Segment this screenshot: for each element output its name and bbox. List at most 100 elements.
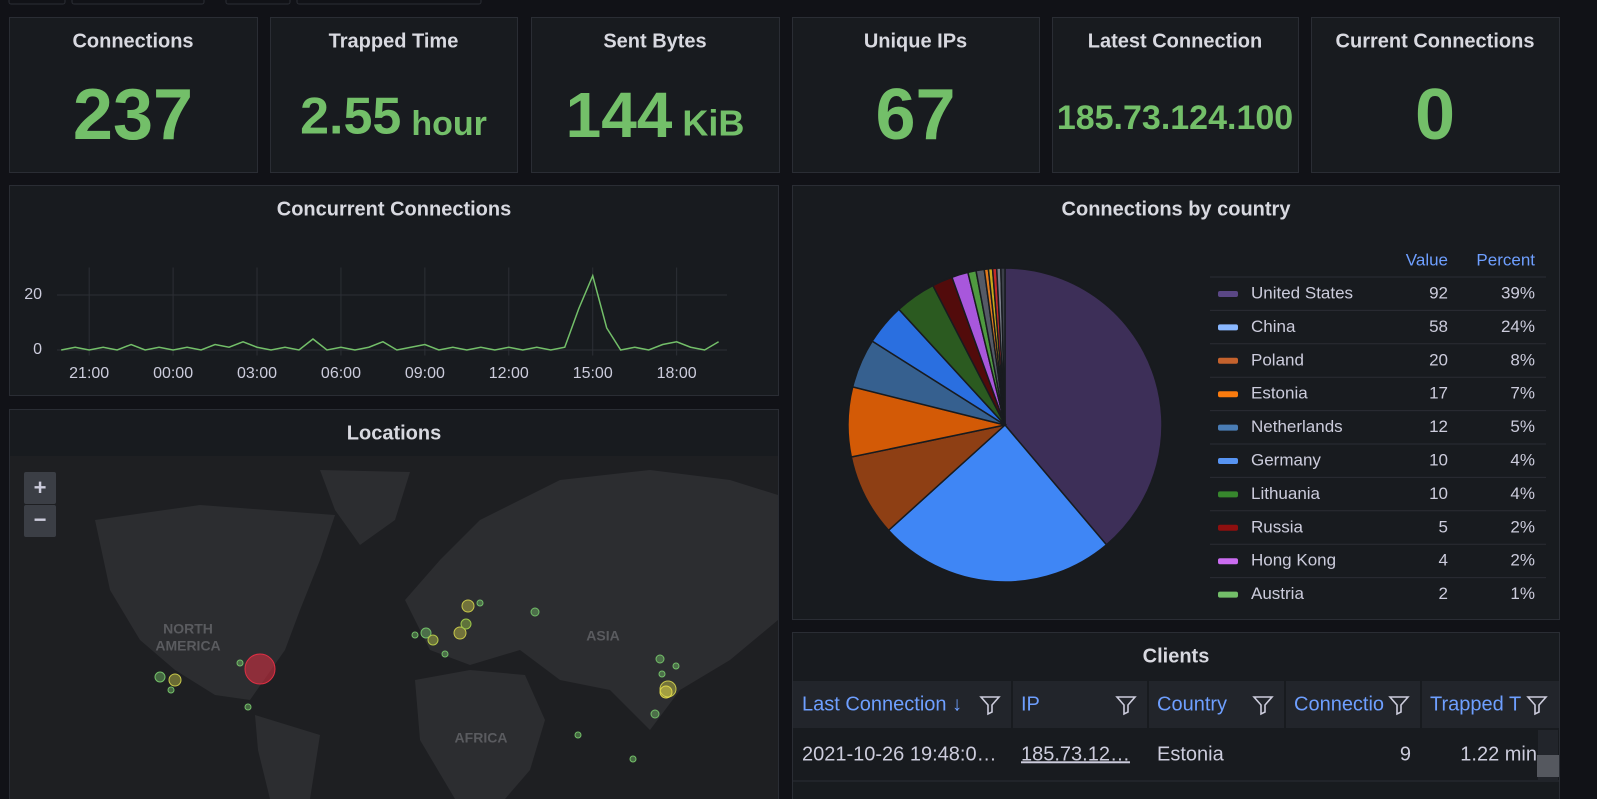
legend-percent: 1% xyxy=(1510,584,1535,603)
stat-panel xyxy=(792,17,1040,173)
map-bubble xyxy=(420,627,432,639)
stat-title: Latest Connection xyxy=(1088,30,1262,52)
map-bubble xyxy=(154,671,166,683)
table-cell[interactable]: 185.73.12… xyxy=(1021,743,1130,765)
map-bubble xyxy=(453,626,467,640)
x-tick-label: 15:00 xyxy=(573,365,613,382)
legend-header: Value xyxy=(1406,250,1448,269)
map-bubble xyxy=(427,634,439,646)
map-bubble xyxy=(244,703,252,711)
zoom-in-label[interactable]: + xyxy=(34,475,47,500)
x-tick-label: 09:00 xyxy=(405,365,445,382)
legend-value: 10 xyxy=(1429,450,1448,469)
legend-value: 20 xyxy=(1429,350,1448,369)
map-bubble xyxy=(461,599,475,613)
legend-name: Russia xyxy=(1251,517,1304,536)
legend-swatch xyxy=(1218,324,1238,331)
stat-panel xyxy=(531,17,780,173)
pie-slice xyxy=(1004,267,1163,546)
legend-header: Percent xyxy=(1476,250,1535,269)
legend-percent: 5% xyxy=(1510,417,1535,436)
legend-name: Germany xyxy=(1251,450,1321,469)
legend-percent: 39% xyxy=(1501,283,1535,302)
panel-title: Concurrent Connections xyxy=(277,198,511,220)
x-tick-label: 18:00 xyxy=(657,365,697,382)
y-tick-label: 20 xyxy=(24,286,42,303)
legend-percent: 4% xyxy=(1510,450,1535,469)
column-header[interactable]: Trapped T xyxy=(1430,693,1521,715)
map-bubble xyxy=(574,731,582,739)
column-header[interactable]: Last Connection ↓ xyxy=(802,693,962,715)
filter-icon[interactable] xyxy=(979,696,1001,716)
map-bubble xyxy=(476,599,484,607)
pie-slice xyxy=(1000,267,1006,426)
panel-title: Clients xyxy=(1143,645,1210,667)
stat-value: 67 xyxy=(875,75,955,155)
legend-value: 12 xyxy=(1429,417,1448,436)
stat-unit: KiB xyxy=(682,103,744,144)
y-tick-label: 0 xyxy=(33,341,42,358)
map-bubble xyxy=(658,670,666,678)
legend-percent: 2% xyxy=(1510,551,1535,570)
column-header[interactable]: IP xyxy=(1021,693,1040,715)
table-cell: Estonia xyxy=(1157,743,1225,765)
legend-value: 2 xyxy=(1439,584,1448,603)
legend-swatch xyxy=(1218,391,1238,398)
legend-name: Lithuania xyxy=(1251,484,1321,503)
x-tick-label: 06:00 xyxy=(321,365,361,382)
legend-swatch xyxy=(1218,291,1238,297)
column-header[interactable]: Connectio xyxy=(1294,693,1384,715)
stat-panel xyxy=(270,17,518,173)
legend-swatch xyxy=(1218,558,1238,565)
map-bubble xyxy=(655,654,665,664)
map-bubble xyxy=(168,673,182,687)
map-bubble xyxy=(244,653,276,685)
filter-icon[interactable] xyxy=(1252,696,1274,716)
stat-panel xyxy=(9,17,258,173)
legend-value: 4 xyxy=(1439,551,1448,570)
legend-value: 58 xyxy=(1429,317,1448,336)
table-cell: 1.22 min xyxy=(1460,743,1537,765)
zoom-in[interactable] xyxy=(24,472,56,504)
map-bubble xyxy=(441,650,449,658)
legend-name: China xyxy=(1251,317,1296,336)
x-tick-label: 03:00 xyxy=(237,365,277,382)
legend-percent: 2% xyxy=(1510,517,1535,536)
legend-value: 10 xyxy=(1429,484,1448,503)
legend-swatch xyxy=(1218,357,1238,364)
legend-swatch xyxy=(1218,524,1238,531)
stat-panel xyxy=(1052,17,1299,173)
stat-panel xyxy=(1311,17,1560,173)
map: + − NORTH AMERICA ASIA AFRICA xyxy=(10,456,778,799)
legend-percent: 7% xyxy=(1510,384,1535,403)
map-bubble xyxy=(167,686,175,694)
zoom-out-label[interactable]: − xyxy=(34,507,47,532)
filter-icon[interactable] xyxy=(1115,696,1137,716)
stat-value: 0 xyxy=(1415,75,1455,155)
map-bubble xyxy=(672,662,680,670)
filter-icon[interactable] xyxy=(1388,696,1410,716)
legend-name: Austria xyxy=(1251,584,1304,603)
legend-name: Estonia xyxy=(1251,384,1308,403)
map-label: AMERICA xyxy=(155,638,220,654)
x-tick-label: 21:00 xyxy=(69,365,109,382)
map-label: ASIA xyxy=(586,628,619,644)
pie-slice xyxy=(887,423,1108,583)
concurrent-panel xyxy=(9,185,779,396)
map-bubbles xyxy=(154,599,680,763)
stat-title: Trapped Time xyxy=(329,30,459,52)
zoom-out[interactable] xyxy=(24,505,56,537)
column-header[interactable]: Country xyxy=(1157,693,1227,715)
legend-name: Netherlands xyxy=(1251,417,1343,436)
legend-swatch xyxy=(1218,424,1238,431)
stat-value: 2.55 xyxy=(300,88,401,146)
map-label: AFRICA xyxy=(455,730,508,746)
legend-value: 5 xyxy=(1439,517,1448,536)
filter-icon[interactable] xyxy=(1526,696,1548,716)
map-bubble xyxy=(629,755,637,763)
legend-name: Hong Kong xyxy=(1251,551,1336,570)
map-bubble xyxy=(659,685,673,699)
stat-title: Connections xyxy=(72,30,193,52)
legend-name: United States xyxy=(1251,283,1353,302)
